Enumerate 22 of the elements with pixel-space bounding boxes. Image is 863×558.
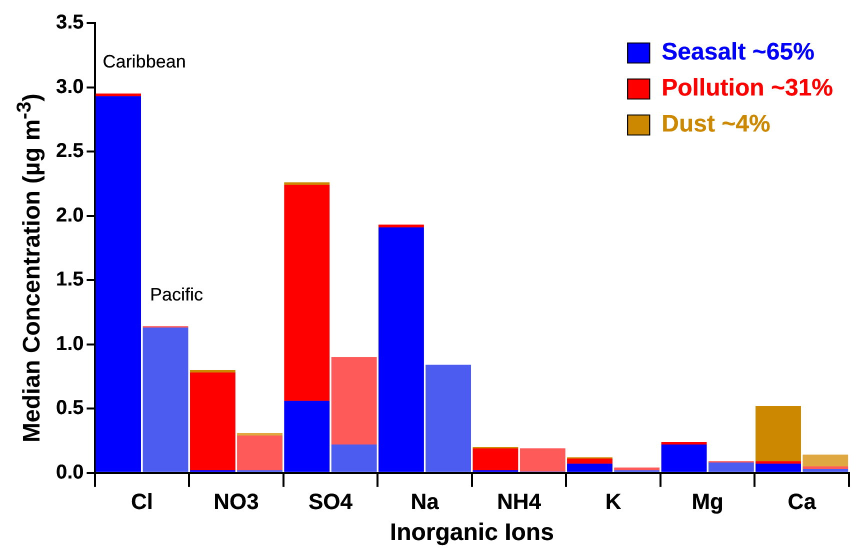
x-tick-label: Mg <box>692 489 724 514</box>
x-axis-title: Inorganic Ions <box>390 519 554 546</box>
legend-label: Dust ~4% <box>662 110 770 138</box>
x-tick-label: NO3 <box>214 489 259 514</box>
x-tick-label: SO4 <box>308 489 354 514</box>
x-tick-label: Cl <box>130 489 153 514</box>
y-tick-label: 0.5 <box>56 397 84 420</box>
x-tick-label: Na <box>410 489 440 514</box>
y-tick-label: 1.5 <box>56 268 84 291</box>
annotation: Caribbean <box>102 52 186 72</box>
y-tick-label: 0.0 <box>56 461 84 484</box>
y-tick-label: 3.5 <box>56 12 84 34</box>
x-tick-label: Ca <box>788 489 817 514</box>
y-tick-label: 2.5 <box>56 140 84 162</box>
annotation: Pacific <box>150 284 203 304</box>
y-tick-label: 2.0 <box>56 204 84 226</box>
x-tick-label: K <box>605 489 622 514</box>
x-tick-label: NH4 <box>497 489 542 514</box>
legend-label: Seasalt ~65% <box>662 38 814 66</box>
y-tick-label: 1.0 <box>56 332 84 355</box>
y-tick-label: 3.0 <box>56 76 84 98</box>
legend-label: Pollution ~31% <box>662 74 834 102</box>
